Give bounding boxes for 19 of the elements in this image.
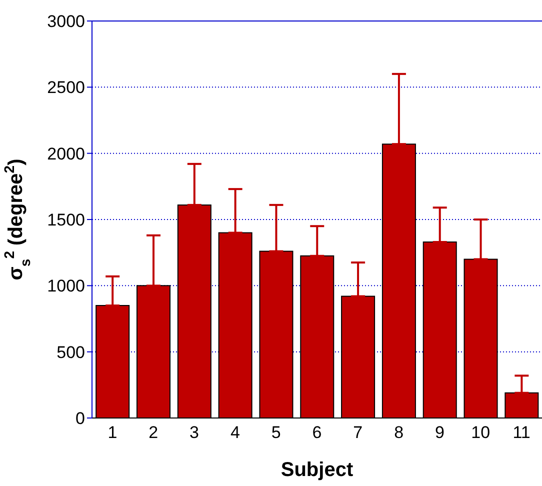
- x-tick-label: 11: [512, 423, 530, 442]
- x-tick-label: 8: [394, 423, 404, 442]
- y-tick-label: 0: [76, 409, 85, 428]
- x-tick-label: 3: [190, 423, 200, 442]
- y-tick-label: 1000: [47, 276, 85, 296]
- y-tick-label: 1500: [47, 210, 85, 230]
- y-tick-label: 2000: [47, 144, 85, 164]
- y-tick-label: 500: [56, 342, 85, 362]
- x-tick-label: 6: [312, 423, 322, 442]
- y-tick-label: 2500: [47, 78, 85, 98]
- x-tick-label: 10: [471, 423, 490, 442]
- x-tick-label: 1: [108, 423, 118, 442]
- x-tick-label: 7: [353, 423, 363, 442]
- x-tick-label: 9: [434, 423, 444, 442]
- x-tick-label: 5: [271, 423, 281, 442]
- y-tick-label: 3000: [47, 12, 85, 32]
- x-axis-title: Subject: [280, 459, 354, 481]
- x-tick-label: 4: [230, 423, 240, 442]
- x-tick-label: 2: [148, 423, 158, 442]
